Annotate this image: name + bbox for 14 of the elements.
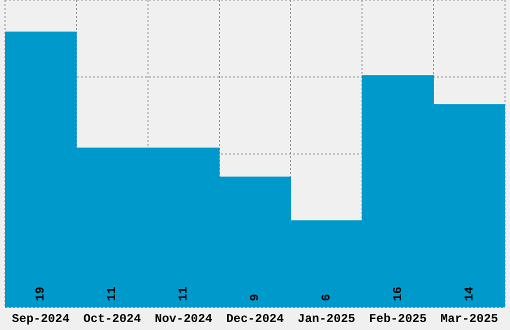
x-tick-label: Oct-2024 <box>83 312 141 326</box>
data-label: 11 <box>105 286 120 302</box>
data-label: 19 <box>34 286 48 302</box>
data-label: 11 <box>176 286 191 302</box>
data-label: 16 <box>390 286 405 302</box>
data-label: 9 <box>248 294 262 302</box>
x-tick-label: Sep-2024 <box>12 312 70 326</box>
x-tick-label: Feb-2025 <box>369 312 427 326</box>
x-tick-label: Jan-2025 <box>298 312 356 326</box>
data-label: 6 <box>319 294 334 302</box>
data-label: 14 <box>462 286 476 302</box>
x-tick-label: Nov-2024 <box>154 312 212 326</box>
x-tick-label: Mar-2025 <box>440 312 498 326</box>
x-tick-label: Dec-2024 <box>226 312 284 326</box>
